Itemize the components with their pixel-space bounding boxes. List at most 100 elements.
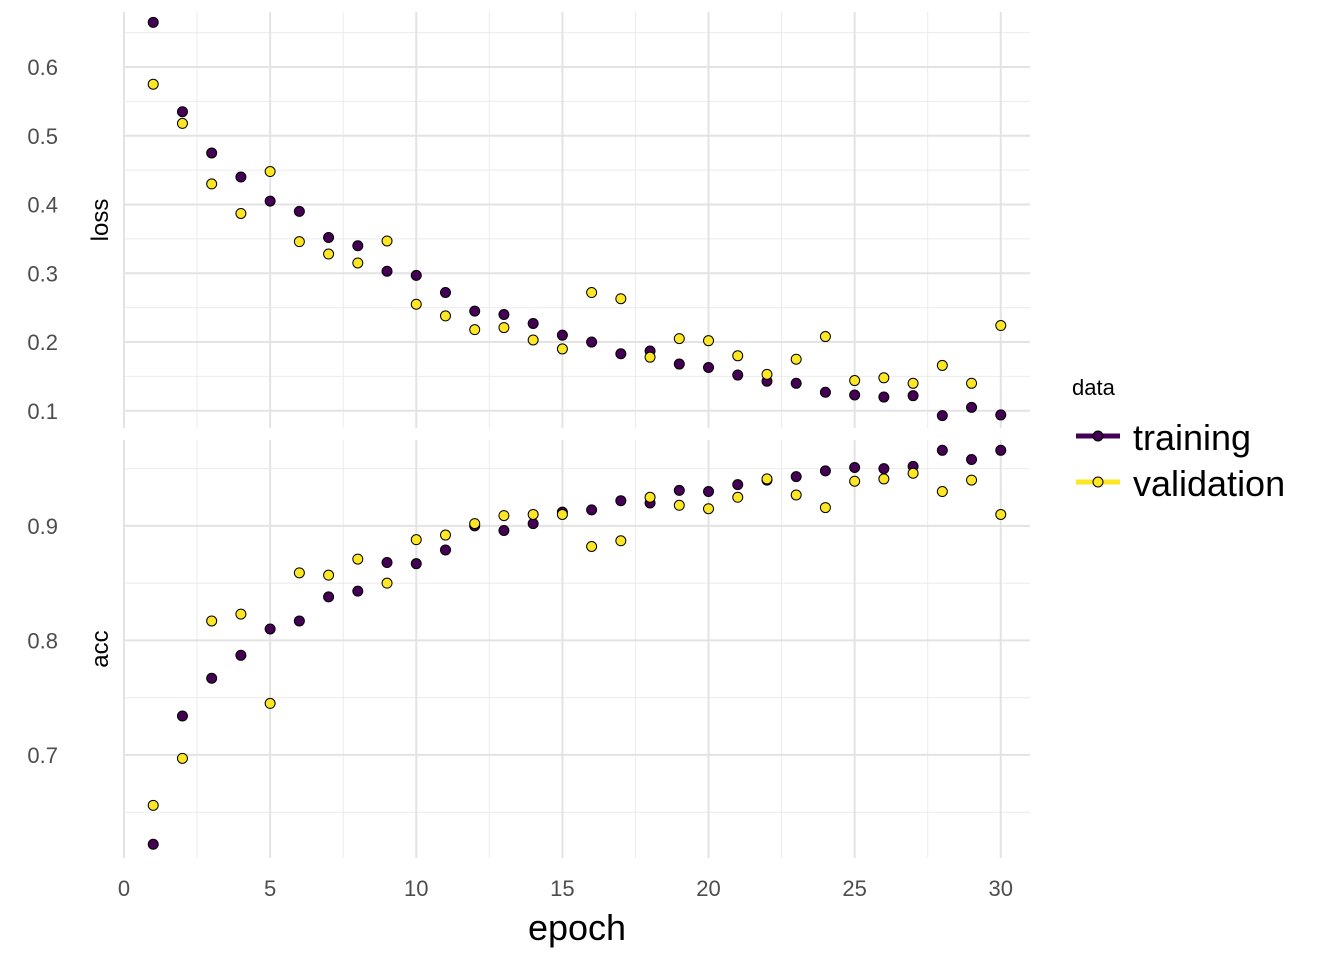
point-loss-training bbox=[966, 401, 978, 413]
point-acc-validation bbox=[323, 569, 335, 581]
x-tick-label: 15 bbox=[550, 876, 574, 901]
point-loss-training bbox=[556, 329, 568, 341]
point-acc-validation bbox=[206, 615, 218, 627]
point-loss-training bbox=[469, 305, 481, 317]
point-acc-validation bbox=[673, 499, 685, 511]
point-acc-training bbox=[147, 838, 159, 850]
y-tick-label-loss: 0.1 bbox=[27, 399, 58, 424]
point-acc-training bbox=[498, 524, 510, 536]
point-loss-training bbox=[147, 16, 159, 28]
point-acc-training bbox=[703, 486, 715, 498]
y-tick-label-acc: 0.8 bbox=[27, 628, 58, 653]
point-acc-validation bbox=[761, 473, 773, 485]
point-acc-validation bbox=[381, 577, 393, 589]
point-loss-training bbox=[410, 269, 422, 281]
point-acc-validation bbox=[556, 508, 568, 520]
point-loss-training bbox=[615, 348, 627, 360]
point-loss-training bbox=[264, 195, 276, 207]
point-loss-training bbox=[819, 386, 831, 398]
y-axis-title-acc: acc bbox=[87, 630, 114, 667]
point-loss-validation bbox=[527, 334, 539, 346]
point-acc-training bbox=[732, 479, 744, 491]
point-acc-training bbox=[819, 465, 831, 477]
point-loss-validation bbox=[819, 331, 831, 343]
x-tick-label: 0 bbox=[118, 876, 130, 901]
x-axis: 0 5 10 15 20 25 30 bbox=[118, 876, 1013, 901]
point-loss-training bbox=[352, 240, 364, 252]
point-loss-training bbox=[293, 205, 305, 217]
point-loss-validation bbox=[878, 372, 890, 384]
point-acc-validation bbox=[469, 518, 481, 530]
point-acc-validation bbox=[849, 475, 861, 487]
point-acc-training bbox=[615, 495, 627, 507]
point-loss-training bbox=[936, 410, 948, 422]
point-acc-validation bbox=[352, 553, 364, 565]
y-tick-label-loss: 0.3 bbox=[27, 261, 58, 286]
point-loss-validation bbox=[293, 236, 305, 248]
point-loss-training bbox=[703, 361, 715, 373]
point-acc-training bbox=[936, 444, 948, 456]
panel-acc: 0.7 0.8 0.9 acc bbox=[27, 440, 1030, 858]
point-acc-validation bbox=[235, 608, 247, 620]
point-loss-validation bbox=[586, 287, 598, 299]
point-acc-validation bbox=[703, 503, 715, 515]
legend: data training validation bbox=[1072, 375, 1285, 504]
point-acc-validation bbox=[176, 752, 188, 764]
point-loss-training bbox=[732, 369, 744, 381]
point-acc-training bbox=[264, 623, 276, 635]
grid-minor-loss bbox=[124, 12, 1030, 428]
x-tick-label: 25 bbox=[842, 876, 866, 901]
x-axis-title: epoch bbox=[528, 907, 626, 948]
legend-label-training: training bbox=[1133, 417, 1251, 458]
y-tick-label-acc: 0.7 bbox=[27, 743, 58, 768]
point-loss-training bbox=[673, 358, 685, 370]
y-tick-label-loss: 0.2 bbox=[27, 330, 58, 355]
point-acc-training bbox=[527, 518, 539, 530]
point-loss-training bbox=[176, 106, 188, 118]
point-acc-training bbox=[673, 484, 685, 496]
legend-key-validation bbox=[1076, 476, 1120, 488]
point-acc-validation bbox=[439, 529, 451, 541]
y-axis-title-loss: loss bbox=[87, 199, 114, 242]
point-loss-training bbox=[381, 265, 393, 277]
point-acc-training bbox=[410, 558, 422, 570]
point-loss-validation bbox=[732, 350, 744, 362]
point-loss-validation bbox=[439, 310, 451, 322]
point-loss-training bbox=[439, 287, 451, 299]
point-loss-validation bbox=[936, 359, 948, 371]
point-loss-training bbox=[586, 336, 598, 348]
point-acc-training bbox=[293, 615, 305, 627]
point-loss-training bbox=[498, 309, 510, 321]
grid-major-acc bbox=[123, 440, 1030, 858]
point-loss-training bbox=[907, 390, 919, 402]
point-loss-validation bbox=[966, 377, 978, 389]
point-loss-training bbox=[849, 389, 861, 401]
panel-loss: 0.1 0.2 0.3 0.4 0.5 0.6 loss bbox=[27, 12, 1030, 428]
point-loss-validation bbox=[264, 166, 276, 178]
x-tick-label: 30 bbox=[989, 876, 1013, 901]
point-acc-training bbox=[176, 710, 188, 722]
point-loss-validation bbox=[147, 78, 159, 90]
point-loss-validation bbox=[206, 178, 218, 190]
point-acc-training bbox=[790, 471, 802, 483]
point-acc-validation bbox=[498, 510, 510, 522]
point-acc-training bbox=[966, 453, 978, 465]
point-acc-training bbox=[323, 591, 335, 603]
point-acc-training bbox=[235, 649, 247, 661]
point-loss-training bbox=[527, 317, 539, 329]
point-loss-validation bbox=[556, 343, 568, 355]
point-acc-validation bbox=[147, 799, 159, 811]
grid-major-loss bbox=[123, 12, 1030, 428]
point-acc-validation bbox=[644, 491, 656, 503]
point-acc-validation bbox=[586, 541, 598, 553]
point-loss-validation bbox=[176, 117, 188, 129]
point-acc-validation bbox=[732, 491, 744, 503]
point-acc-training bbox=[206, 672, 218, 684]
point-acc-validation bbox=[907, 467, 919, 479]
points-loss bbox=[147, 16, 1007, 422]
points-acc bbox=[147, 444, 1007, 850]
point-loss-validation bbox=[498, 322, 510, 334]
point-loss-training bbox=[323, 232, 335, 244]
point-acc-validation bbox=[790, 489, 802, 501]
